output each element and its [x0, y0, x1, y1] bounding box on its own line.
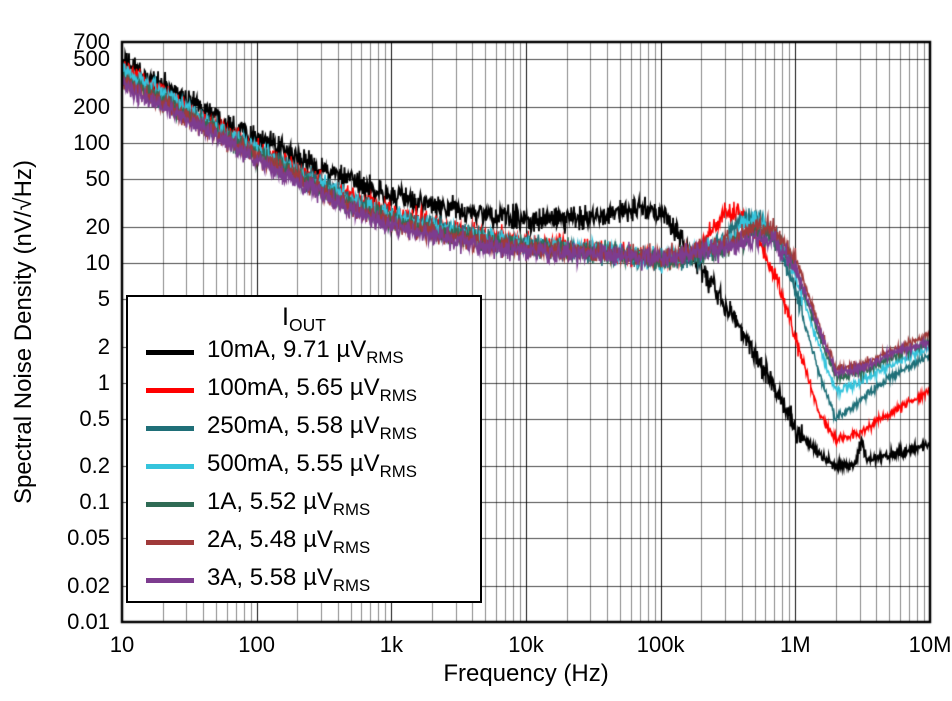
- y-axis-title: Spectral Noise Density (nV/√Hz): [10, 160, 37, 504]
- y-tick-label: 20: [85, 213, 110, 239]
- y-tick-label: 100: [73, 130, 110, 156]
- legend-item: 1A, 5.52 µVRMS: [146, 485, 480, 523]
- y-tick-label: 500: [73, 46, 110, 72]
- y-tick-label: 10: [85, 249, 110, 275]
- legend-swatch: [146, 501, 194, 507]
- legend-item: 2A, 5.48 µVRMS: [146, 523, 480, 561]
- y-tick-label: 2: [97, 333, 110, 359]
- y-tick-label: 200: [73, 94, 110, 120]
- legend-items: 10mA, 9.71 µVRMS 100mA, 5.65 µVRMS 250mA, …: [146, 333, 480, 599]
- y-tick-label: 1: [97, 369, 110, 395]
- x-tick-label: 1k: [379, 632, 403, 657]
- legend-item: 250mA, 5.58 µVRMS: [146, 409, 480, 447]
- legend-swatch: [146, 425, 194, 431]
- x-axis-title: Frequency (Hz): [443, 660, 609, 687]
- legend: IOUT 10mA, 9.71 µVRMS 100mA, 5.65 µVRMS 25…: [126, 295, 482, 603]
- y-tick-label: 0.02: [67, 572, 110, 598]
- legend-title: IOUT: [146, 301, 480, 335]
- legend-swatch: [146, 463, 194, 469]
- x-tick-label: 100k: [636, 632, 685, 657]
- x-tick-label: 10k: [508, 632, 544, 657]
- legend-label: 10mA, 9.71 µVRMS: [207, 336, 404, 367]
- legend-swatch: [146, 387, 194, 393]
- y-tick-label: 0.5: [79, 405, 110, 431]
- y-tick-label: 0.2: [79, 453, 110, 479]
- legend-label: 2A, 5.48 µVRMS: [207, 526, 371, 557]
- x-tick-label: 10: [109, 632, 135, 657]
- y-tick-label: 0.1: [79, 489, 110, 515]
- legend-label: 250mA, 5.58 µVRMS: [207, 412, 417, 443]
- legend-label: 500mA, 5.55 µVRMS: [207, 450, 417, 481]
- y-tick-label: 5: [97, 285, 110, 311]
- legend-swatch: [146, 577, 194, 583]
- legend-item: 3A, 5.58 µVRMS: [146, 561, 480, 599]
- x-tick-label: 100: [238, 632, 276, 657]
- legend-swatch: [146, 349, 194, 355]
- x-tick-label: 10M: [908, 632, 952, 657]
- legend-title-main: I: [282, 303, 289, 331]
- y-tick-label: 0.01: [67, 609, 110, 634]
- legend-item: 10mA, 9.71 µVRMS: [146, 333, 480, 371]
- legend-item: 500mA, 5.55 µVRMS: [146, 447, 480, 485]
- x-tick-label: 1M: [780, 632, 811, 657]
- y-tick-label: 700: [73, 29, 110, 54]
- y-tick-label: 0.05: [67, 525, 110, 551]
- legend-item: 100mA, 5.65 µVRMS: [146, 371, 480, 409]
- legend-label: 3A, 5.58 µVRMS: [207, 564, 371, 595]
- legend-label: 1A, 5.52 µVRMS: [207, 488, 371, 519]
- legend-title-sub: OUT: [289, 315, 326, 335]
- y-tick-label: 50: [85, 166, 110, 192]
- legend-label: 100mA, 5.65 µVRMS: [207, 374, 417, 405]
- legend-swatch: [146, 539, 194, 545]
